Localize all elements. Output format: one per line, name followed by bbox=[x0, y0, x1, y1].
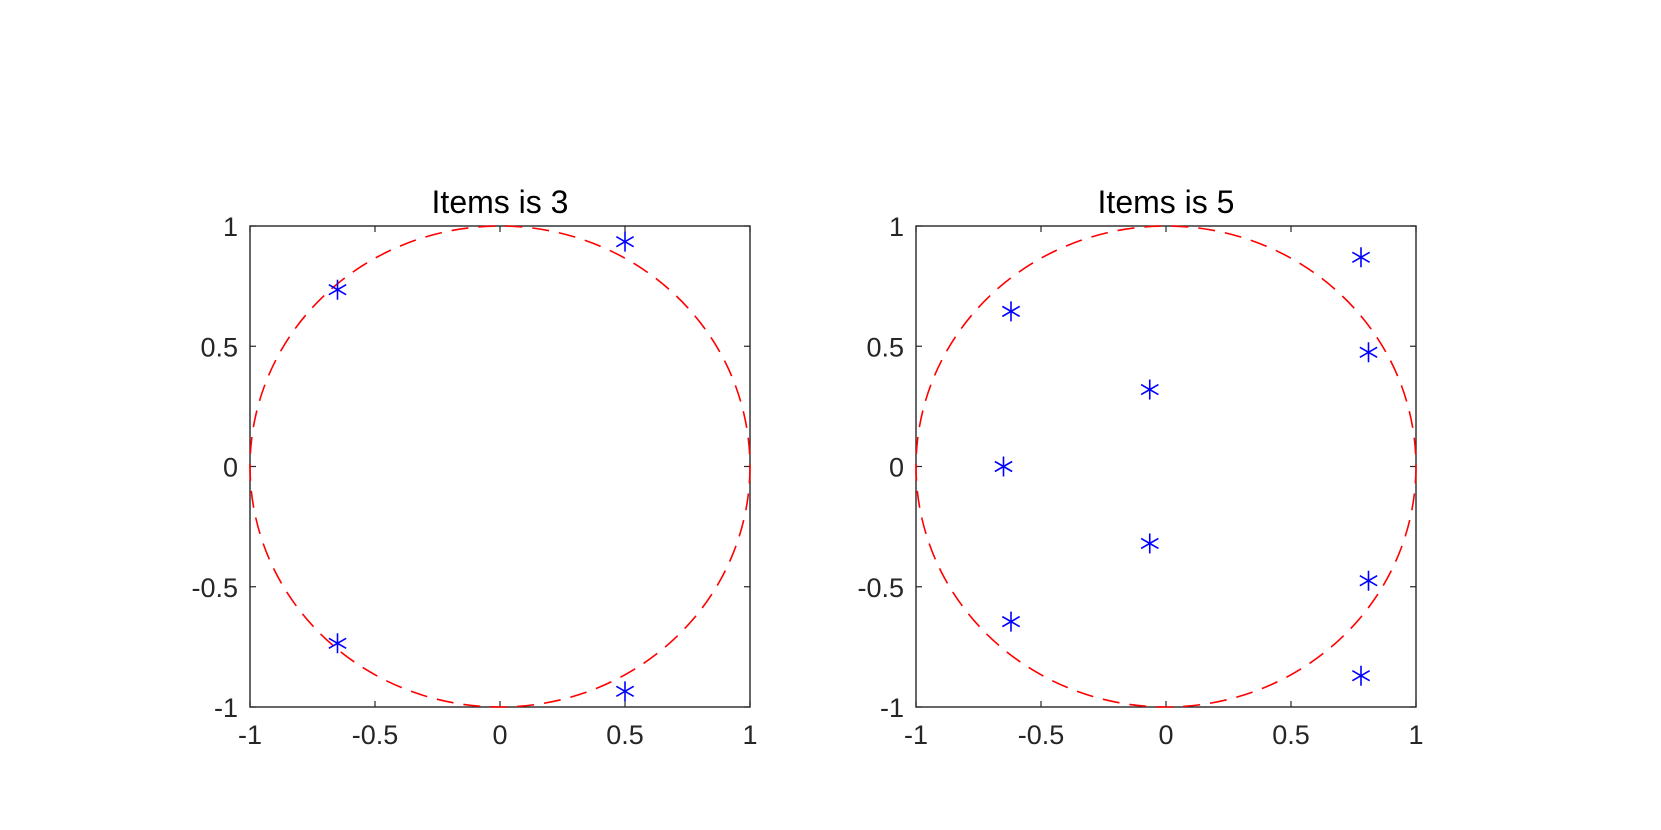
subplot-items-3: Items is 3 -1 -0.5 0 0.5 1 1 0.5 0 -0.5 -1 bbox=[191, 184, 757, 750]
data-point bbox=[1359, 342, 1378, 363]
y-tick-label: 1 bbox=[223, 212, 238, 242]
y-tick-label: -0.5 bbox=[191, 573, 238, 603]
dashed-circle bbox=[249, 225, 751, 708]
subplot-title: Items is 5 bbox=[1098, 184, 1235, 220]
x-tick-label: 0 bbox=[1158, 720, 1173, 750]
data-point bbox=[1140, 533, 1159, 554]
dashed-circle bbox=[915, 225, 1417, 708]
subplot-title: Items is 3 bbox=[432, 184, 569, 220]
x-tick-label: 0.5 bbox=[606, 720, 644, 750]
x-tick-label: 0.5 bbox=[1272, 720, 1310, 750]
y-tick-label: -0.5 bbox=[857, 573, 904, 603]
data-point bbox=[1001, 301, 1021, 322]
data-point bbox=[1001, 611, 1021, 632]
data-point bbox=[615, 231, 635, 252]
data-point bbox=[994, 456, 1013, 477]
x-tick-label: -1 bbox=[904, 720, 928, 750]
data-point bbox=[1351, 665, 1371, 686]
data-point bbox=[328, 279, 347, 300]
axes-box bbox=[915, 225, 1417, 708]
x-tick-label: 1 bbox=[1408, 720, 1423, 750]
y-tick-label: 0 bbox=[223, 453, 238, 483]
subplot-items-5: Items is 5 -1 -0.5 0 0.5 1 1 0.5 0 -0.5 -1 bbox=[857, 184, 1423, 750]
y-tick-label: 0.5 bbox=[200, 332, 238, 362]
x-tick-label: 0 bbox=[492, 720, 507, 750]
x-tick-label: 1 bbox=[742, 720, 757, 750]
x-tick-label: -0.5 bbox=[1018, 720, 1065, 750]
y-tick-label: 0 bbox=[889, 453, 904, 483]
y-tick-label: 1 bbox=[889, 212, 904, 242]
data-point bbox=[1359, 570, 1378, 591]
x-tick-label: -1 bbox=[238, 720, 262, 750]
y-tick-label: -1 bbox=[214, 693, 238, 723]
data-point bbox=[1351, 247, 1371, 268]
y-tick-label: 0.5 bbox=[866, 332, 904, 362]
y-tick-label: -1 bbox=[880, 693, 904, 723]
data-point bbox=[328, 633, 347, 654]
x-tick-label: -0.5 bbox=[352, 720, 399, 750]
data-point bbox=[1140, 379, 1159, 400]
axes-box bbox=[249, 225, 751, 708]
data-point bbox=[615, 681, 635, 702]
